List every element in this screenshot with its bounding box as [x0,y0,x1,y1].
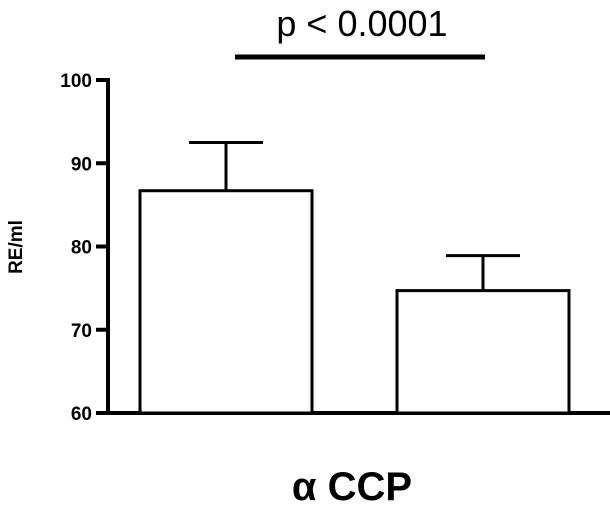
bar [395,289,571,415]
y-tick-label: 80 [71,238,92,259]
x-axis-label: α CCP [292,465,412,509]
y-tick-label: 100 [60,71,92,92]
y-ticks: 60 70 80 90 100 [60,71,108,425]
y-tick-label: 70 [71,321,92,342]
y-axis-label: RE/ml [6,220,27,274]
significance-label: p < 0.0001 [276,3,447,44]
y-tick-label: 60 [71,404,92,425]
error-bars [189,140,520,291]
bars [138,189,571,415]
y-tick-label: 90 [71,154,92,175]
bar [138,189,314,415]
